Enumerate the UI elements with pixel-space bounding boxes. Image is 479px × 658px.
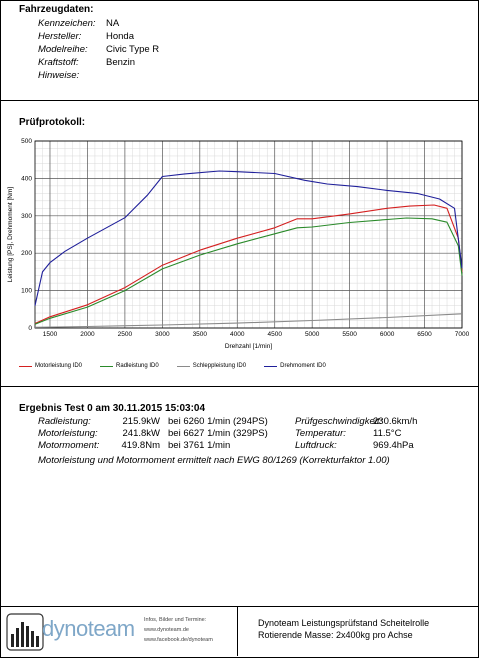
result-value: 230.6km/h — [373, 416, 418, 427]
legend-label: Motorleistung ID0 — [35, 363, 83, 369]
legend-item: Drehmoment ID0 — [264, 363, 326, 369]
vehicle-field-fuel: Kraftstoff: Benzin — [38, 56, 159, 69]
x-tick-label: 6000 — [380, 331, 395, 338]
legend-label: Schleppleistung ID0 — [192, 363, 247, 369]
rig-info: Dynoteam Leistungsprüfstand Scheitelroll… — [258, 617, 429, 641]
result-label: Temperatur: — [295, 428, 346, 439]
result-detail: bei 6260 1/min (294PS) — [168, 416, 268, 427]
y-tick-label: 400 — [21, 175, 32, 182]
y-tick-label: 300 — [21, 213, 32, 220]
legend-item: Motorleistung ID0 — [19, 363, 82, 369]
contact-line: Infos, Bilder und Termine: — [144, 617, 207, 623]
legend-label: Radleistung ID0 — [116, 363, 159, 369]
contact-website-link[interactable]: www.dynoteam.de — [144, 627, 189, 633]
result-row: Temperatur: 11.5°C — [295, 428, 417, 440]
legend-label: Drehmoment ID0 — [280, 363, 326, 369]
vehicle-field-manufacturer: Hersteller: Honda — [38, 30, 159, 43]
footer-separator — [237, 606, 238, 656]
x-tick-label: 1500 — [43, 331, 58, 338]
results-right: Prüfgeschwindigkeit: 230.6km/h Temperatur… — [295, 416, 417, 452]
result-row: Radleistung: 215.9kW bei 6260 1/min (294PS… — [38, 416, 268, 428]
x-tick-label: 4000 — [230, 331, 245, 338]
divider — [0, 386, 479, 387]
contact-info: Infos, Bilder und Termine: www.dynoteam.… — [144, 615, 213, 645]
x-tick-label: 5000 — [305, 331, 320, 338]
result-value: 241.8kW — [122, 428, 161, 439]
vehicle-info: Kennzeichen: NA Hersteller: Honda Modelrei… — [38, 17, 159, 82]
legend-swatch — [176, 365, 190, 367]
field-value: NA — [106, 18, 120, 29]
x-tick-label: 5500 — [342, 331, 357, 338]
result-row: Prüfgeschwindigkeit: 230.6km/h — [295, 416, 417, 428]
vehicle-section-title: Fahrzeugdaten: — [19, 4, 94, 15]
result-detail: bei 6627 1/min (329PS) — [168, 428, 268, 439]
dyno-chart: 1500 2000 2500 3000 3500 4000 4500 5000 5500 6000… — [0, 128, 479, 378]
legend-swatch — [19, 365, 32, 367]
x-axis-label: Drehzahl [1/min] — [225, 343, 273, 350]
result-row: Motorleistung: 241.8kW bei 6627 1/min (329… — [38, 428, 268, 440]
x-tick-label: 2000 — [80, 331, 95, 338]
protocol-section-title: Prüfprotokoll: — [19, 117, 86, 128]
x-tick-label: 2500 — [118, 331, 133, 338]
vehicle-field-plate: Kennzeichen: NA — [38, 17, 159, 30]
dynoteam-logo-icon — [6, 613, 44, 651]
x-tick-label: 7000 — [455, 331, 470, 338]
vehicle-field-model: Modelreihe: Civic Type R — [38, 43, 159, 56]
result-label: Radleistung: — [38, 416, 91, 427]
results-left: Radleistung: 215.9kW bei 6260 1/min (294PS… — [38, 416, 268, 452]
field-value: Honda — [106, 31, 134, 42]
field-label: Hinweise: — [38, 70, 80, 81]
contact-facebook-link[interactable]: www.facebook.de/dynoteam — [144, 637, 213, 643]
series-line-radleistung-id0 — [34, 217, 463, 325]
legend-item: Schleppleistung ID0 — [176, 363, 247, 369]
x-tick-label: 6500 — [417, 331, 432, 338]
plot-border — [34, 140, 463, 329]
field-label: Modelreihe: — [38, 44, 88, 55]
result-label: Motormoment: — [38, 440, 100, 451]
series-line-schleppleistung-id0 — [34, 313, 463, 328]
result-label: Motorleistung: — [38, 428, 98, 439]
rig-name: Dynoteam Leistungsprüfstand Scheitelroll… — [258, 618, 430, 628]
series-line-motorleistung-id0 — [34, 204, 463, 325]
result-label: Prüfgeschwindigkeit: — [295, 416, 383, 427]
y-tick-label: 500 — [21, 138, 32, 145]
result-value: 11.5°C — [373, 428, 402, 439]
field-label: Hersteller: — [38, 31, 82, 42]
y-tick-label: 200 — [21, 250, 32, 257]
dyno-chart-svg: 1500 2000 2500 3000 3500 4000 4500 5000 5500 6000… — [7, 138, 470, 350]
divider — [0, 606, 479, 607]
divider — [0, 100, 479, 101]
result-value: 215.9kW — [122, 416, 161, 427]
field-label: Kennzeichen: — [38, 18, 96, 29]
result-row: Motormoment: 419.8Nm bei 3761 1/min — [38, 440, 268, 452]
result-row: Luftdruck: 969.4hPa — [295, 440, 417, 452]
chart-legend: Motorleistung ID0 Radleistung ID0 Schleppl… — [19, 363, 459, 369]
legend-item: Radleistung ID0 — [100, 363, 159, 369]
field-label: Kraftstoff: — [38, 57, 79, 68]
y-tick-label: 100 — [21, 288, 32, 295]
field-value: Civic Type R — [106, 44, 160, 55]
field-value: Benzin — [106, 57, 136, 68]
rig-mass: Rotierende Masse: 2x400kg pro Achse — [258, 630, 413, 640]
legend-swatch — [264, 365, 278, 367]
correction-note: Motorleistung und Motormoment ermittelt … — [38, 455, 390, 466]
result-detail: bei 3761 1/min — [168, 440, 231, 451]
result-value: 419.8Nm — [121, 440, 160, 451]
x-tick-label: 3000 — [155, 331, 170, 338]
results-title: Ergebnis Test 0 am 30.11.2015 15:03:04 — [19, 403, 206, 414]
series-line-drehmoment-id0 — [34, 170, 463, 306]
vehicle-field-notes: Hinweise: — [38, 69, 159, 82]
brand-name: dynoteam — [42, 616, 135, 641]
result-label: Luftdruck: — [295, 440, 337, 451]
x-tick-label: 4500 — [267, 331, 282, 338]
legend-swatch — [100, 365, 114, 367]
y-tick-label: 0 — [28, 325, 32, 332]
x-tick-label: 3500 — [193, 331, 208, 338]
y-axis-label: Leistung [PS], Drehmoment [Nm] — [7, 187, 14, 283]
result-value: 969.4hPa — [373, 440, 414, 451]
